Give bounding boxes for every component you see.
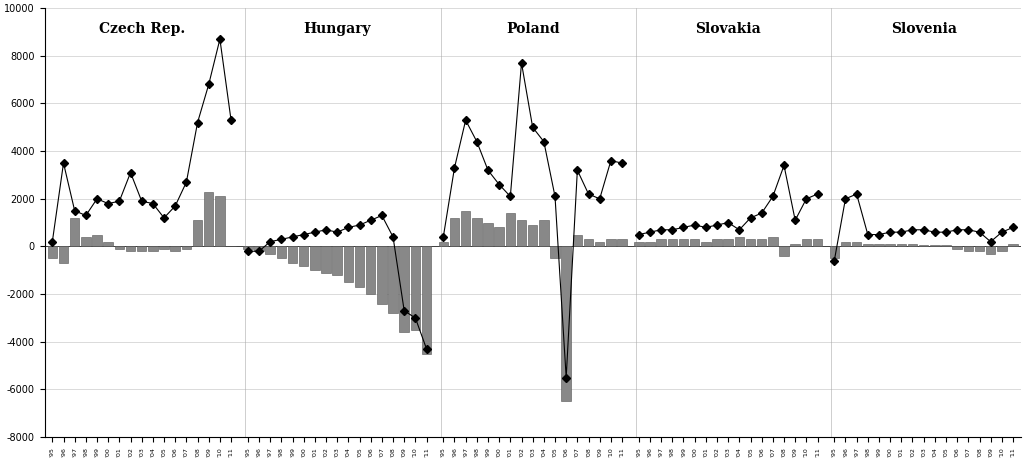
Bar: [908, 244, 917, 247]
Bar: [768, 237, 778, 247]
Bar: [265, 247, 275, 254]
Bar: [366, 247, 375, 294]
Bar: [170, 247, 180, 251]
Bar: [701, 242, 710, 247]
Bar: [724, 239, 733, 247]
Bar: [645, 242, 655, 247]
Bar: [483, 223, 493, 247]
Bar: [539, 220, 548, 247]
Bar: [149, 247, 158, 251]
Bar: [735, 237, 744, 247]
Bar: [573, 235, 582, 247]
Bar: [712, 239, 722, 247]
Bar: [254, 247, 263, 251]
Bar: [997, 247, 1007, 251]
Bar: [634, 242, 644, 247]
Bar: [813, 239, 822, 247]
Text: Czech Rep.: Czech Rep.: [98, 23, 184, 36]
Bar: [829, 247, 839, 258]
Bar: [288, 247, 297, 263]
Bar: [58, 247, 69, 263]
Bar: [450, 218, 459, 247]
Bar: [343, 247, 353, 282]
Bar: [584, 239, 593, 247]
Bar: [667, 239, 678, 247]
Bar: [159, 247, 169, 249]
Bar: [355, 247, 364, 287]
Bar: [321, 247, 331, 273]
Bar: [779, 247, 789, 256]
Bar: [1009, 244, 1018, 247]
Bar: [897, 244, 906, 247]
Bar: [802, 239, 811, 247]
Bar: [494, 227, 504, 247]
Bar: [400, 247, 409, 332]
Bar: [411, 247, 420, 330]
Text: Slovenia: Slovenia: [891, 23, 956, 36]
Bar: [746, 239, 755, 247]
Bar: [952, 247, 961, 249]
Bar: [852, 242, 861, 247]
Bar: [70, 218, 79, 247]
Bar: [606, 239, 616, 247]
Bar: [422, 247, 432, 354]
Bar: [439, 242, 448, 247]
Bar: [243, 247, 252, 249]
Bar: [886, 244, 895, 247]
Bar: [104, 242, 113, 247]
Bar: [840, 242, 850, 247]
Bar: [193, 220, 202, 247]
Bar: [204, 192, 213, 247]
Bar: [562, 247, 571, 402]
Bar: [115, 247, 124, 249]
Bar: [47, 247, 57, 258]
Bar: [92, 235, 101, 247]
Bar: [679, 239, 688, 247]
Bar: [790, 244, 800, 247]
Bar: [656, 239, 666, 247]
Bar: [473, 218, 482, 247]
Bar: [528, 225, 537, 247]
Text: Hungary: Hungary: [303, 23, 371, 36]
Bar: [756, 239, 767, 247]
Bar: [137, 247, 147, 251]
Bar: [874, 244, 884, 247]
Bar: [964, 247, 973, 251]
Bar: [311, 247, 320, 270]
Bar: [461, 211, 470, 247]
Bar: [930, 245, 940, 247]
Bar: [617, 239, 626, 247]
Bar: [332, 247, 342, 275]
Bar: [918, 245, 929, 247]
Bar: [181, 247, 191, 249]
Bar: [505, 213, 516, 247]
Bar: [975, 247, 984, 251]
Bar: [81, 237, 90, 247]
Bar: [986, 247, 995, 254]
Text: Poland: Poland: [506, 23, 560, 36]
Bar: [690, 239, 699, 247]
Bar: [517, 220, 526, 247]
Bar: [126, 247, 135, 251]
Bar: [277, 247, 286, 258]
Bar: [377, 247, 386, 304]
Bar: [863, 244, 872, 247]
Bar: [299, 247, 309, 266]
Bar: [550, 247, 560, 258]
Bar: [594, 242, 605, 247]
Text: Slovakia: Slovakia: [695, 23, 761, 36]
Bar: [388, 247, 398, 313]
Bar: [941, 245, 951, 247]
Bar: [215, 196, 224, 247]
